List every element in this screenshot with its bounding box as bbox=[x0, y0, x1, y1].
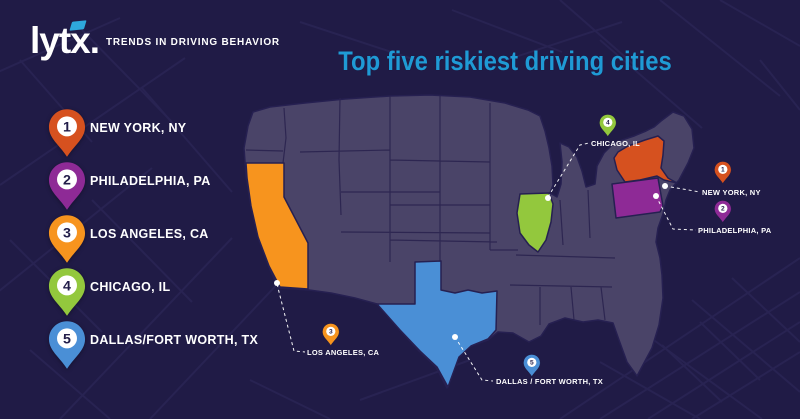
state-california bbox=[245, 162, 309, 290]
location-pin-icon: 3 bbox=[48, 215, 86, 263]
state-new-york bbox=[613, 135, 678, 184]
leader-line-los-angeles bbox=[276, 283, 306, 353]
map-label-los-angeles: LOS ANGELES, CA bbox=[307, 348, 380, 357]
svg-text:2: 2 bbox=[721, 206, 725, 213]
rank-number: 5 bbox=[63, 331, 71, 347]
svg-text:1: 1 bbox=[721, 167, 725, 174]
legend-item-philadelphia: 2 PHILADELPHIA, PA bbox=[48, 161, 258, 211]
legend-label: NEW YORK, NY bbox=[90, 121, 187, 135]
leader-line-chicago bbox=[547, 142, 590, 198]
city-dot-new-york bbox=[662, 183, 668, 189]
svg-text:5: 5 bbox=[530, 360, 534, 367]
map-label-chicago: CHICAGO, IL bbox=[591, 139, 640, 148]
legend-item-new-york: 1 NEW YORK, NY bbox=[48, 108, 258, 158]
map-pin-los-angeles: 3 bbox=[322, 323, 340, 346]
map-pin-dallas: 5 bbox=[523, 354, 541, 377]
city-dot-dallas bbox=[452, 334, 458, 340]
map-label-philadelphia: PHILADELPHIA, PA bbox=[698, 226, 772, 235]
lytx-logo: lytx. bbox=[30, 18, 110, 64]
location-pin-icon: 4 bbox=[48, 268, 86, 316]
legend-label: CHICAGO, IL bbox=[90, 280, 171, 294]
rank-number: 2 bbox=[63, 172, 71, 188]
legend-label: DALLAS/FORT WORTH, TX bbox=[90, 333, 259, 347]
location-pin-icon: 5 bbox=[48, 321, 86, 369]
lytx-logo-text: lytx. bbox=[30, 20, 100, 61]
map-pin-philadelphia: 2 bbox=[714, 200, 732, 223]
map-pin-chicago: 4 bbox=[599, 114, 617, 137]
state-border-lines bbox=[245, 96, 616, 325]
legend-item-chicago: 4 CHICAGO, IL bbox=[48, 267, 258, 317]
rank-number: 1 bbox=[63, 119, 71, 135]
leader-line-dallas bbox=[454, 336, 494, 382]
location-pin-icon: 1 bbox=[48, 109, 86, 157]
city-dot-philadelphia bbox=[653, 193, 659, 199]
map-label-dallas: DALLAS / FORT WORTH, TX bbox=[496, 377, 603, 386]
legend-label: LOS ANGELES, CA bbox=[90, 227, 209, 241]
page-title: Top five riskiest driving cities bbox=[338, 46, 672, 76]
city-ranking-legend: 1 NEW YORK, NY 2 PHILADELPHIA, PA 3 LOS … bbox=[48, 108, 258, 370]
legend-label: PHILADELPHIA, PA bbox=[90, 174, 211, 188]
state-texas bbox=[376, 260, 498, 388]
state-illinois bbox=[516, 192, 554, 253]
leader-line-philadelphia bbox=[655, 195, 697, 231]
svg-text:3: 3 bbox=[329, 329, 333, 336]
rank-number: 4 bbox=[63, 278, 71, 294]
map-label-new-york: NEW YORK, NY bbox=[702, 188, 761, 197]
svg-text:4: 4 bbox=[606, 120, 610, 127]
legend-item-los-angeles: 3 LOS ANGELES, CA bbox=[48, 214, 258, 264]
city-dot-chicago bbox=[545, 195, 551, 201]
rank-number: 3 bbox=[63, 225, 71, 241]
location-pin-icon: 2 bbox=[48, 162, 86, 210]
legend-item-dallas: 5 DALLAS/FORT WORTH, TX bbox=[48, 320, 258, 370]
city-dot-los-angeles bbox=[274, 280, 280, 286]
tagline: TRENDS IN DRIVING BEHAVIOR bbox=[106, 37, 280, 48]
map-pin-new-york: 1 bbox=[714, 161, 732, 184]
state-pennsylvania bbox=[611, 177, 664, 219]
